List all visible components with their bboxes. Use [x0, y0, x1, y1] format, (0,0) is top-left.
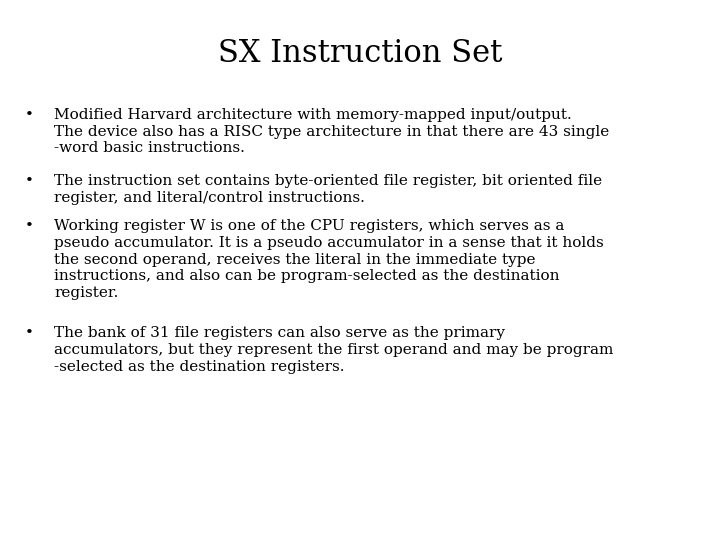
Text: •: •: [25, 219, 34, 233]
Text: Modified Harvard architecture with memory-mapped input/output.
The device also h: Modified Harvard architecture with memor…: [54, 108, 609, 156]
Text: SX Instruction Set: SX Instruction Set: [218, 38, 502, 69]
Text: •: •: [25, 108, 34, 122]
Text: The bank of 31 file registers can also serve as the primary
accumulators, but th: The bank of 31 file registers can also s…: [54, 326, 613, 374]
Text: Working register W is one of the CPU registers, which serves as a
pseudo accumul: Working register W is one of the CPU reg…: [54, 219, 604, 300]
Text: •: •: [25, 174, 34, 188]
Text: The instruction set contains byte-oriented file register, bit oriented file
regi: The instruction set contains byte-orient…: [54, 174, 602, 205]
Text: •: •: [25, 326, 34, 340]
